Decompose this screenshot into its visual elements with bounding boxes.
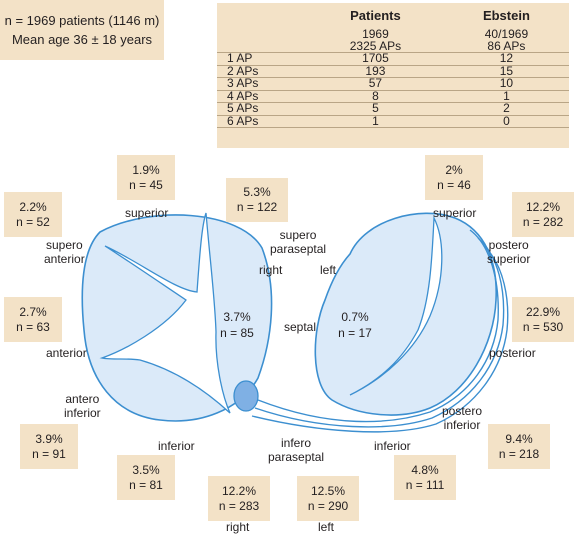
box-infero-paraseptal-left: 12.5% n = 290 [297, 476, 359, 521]
mitral-outer-ring [257, 229, 499, 423]
label-infero-paraseptal: infero paraseptal [268, 436, 325, 464]
label-supero-paraseptal: supero paraseptal [270, 228, 327, 256]
box-inferior-right: 3.5% n = 81 [117, 455, 175, 500]
label-right-top: right [259, 263, 283, 277]
label-superior-right: superior [125, 206, 169, 220]
table-row: 5 APs 5 2 [217, 102, 569, 115]
box-superior-left: 2% n = 46 [425, 155, 483, 200]
box-inferior-left: 4.8% n = 111 [394, 455, 456, 500]
value-left-septal: 0.7% n = 17 [338, 310, 372, 340]
label-right-bottom: right [226, 520, 250, 534]
label-superior-left: superior [433, 206, 477, 220]
label-postero-inferior: postero inferior [442, 404, 483, 432]
table-row: 2 APs 193 15 [217, 64, 569, 78]
table-row: 2325 APs 86 APs [349, 38, 526, 53]
table-row: 1 AP 1705 12 [217, 52, 569, 65]
box-superior-right: 1.9% n = 45 [117, 155, 175, 200]
box-postero-inferior: 9.4% n = 218 [488, 424, 550, 469]
av-node [233, 380, 259, 412]
value-septal: 3.7% n = 85 [220, 310, 254, 340]
box-supero-paraseptal: 5.3% n = 122 [226, 178, 288, 222]
label-postero-superior: postero superior [487, 238, 531, 266]
label-posterior: posterior [489, 346, 536, 360]
label-left-top: left [320, 263, 337, 277]
label-septal: septal [284, 320, 317, 334]
mitral-outer-ring-2 [254, 237, 505, 428]
tricuspid-leaflet-opening [99, 212, 231, 414]
label-antero-inferior: antero inferior [64, 392, 101, 420]
summary-line-2: Mean age 36 ± 18 years [11, 32, 153, 47]
box-posterior: 22.9% n = 530 [512, 297, 574, 342]
ap-count-table: Patients Ebstein 1969 40/1969 2325 APs 8… [217, 3, 569, 148]
label-inferior-left: inferior [374, 439, 411, 453]
table-row: 3 APs 57 10 [217, 77, 569, 90]
mitral-annulus [314, 212, 497, 416]
label-inferior-right: inferior [158, 439, 195, 453]
box-supero-anterior: 2.2% n = 52 [4, 192, 62, 237]
label-anterior: anterior [46, 346, 87, 360]
box-anterior: 2.7% n = 63 [4, 297, 62, 342]
box-infero-paraseptal-right: 12.2% n = 283 [208, 476, 270, 521]
label-supero-anterior: supero anterior [44, 238, 85, 266]
mitral-outer-ring-3 [251, 245, 509, 433]
summary-line-1: n = 1969 patients (1146 m) [4, 13, 160, 28]
table-header-empty [217, 3, 307, 29]
label-left-bottom: left [318, 520, 335, 534]
box-antero-inferior: 3.9% n = 91 [20, 424, 78, 469]
table-row: 6 APs 1 0 [217, 114, 569, 128]
table-header-patients: Patients [350, 8, 401, 24]
mitral-leaflet-opening [349, 215, 443, 396]
summary-box: n = 1969 patients (1146 m) Mean age 36 ±… [0, 0, 164, 60]
table-header-ebstein: Ebstein [482, 8, 530, 24]
table-row: 4 APs 8 1 [217, 89, 569, 103]
table-row: 1969 40/1969 [362, 27, 529, 41]
box-postero-superior: 12.2% n = 282 [512, 192, 574, 237]
